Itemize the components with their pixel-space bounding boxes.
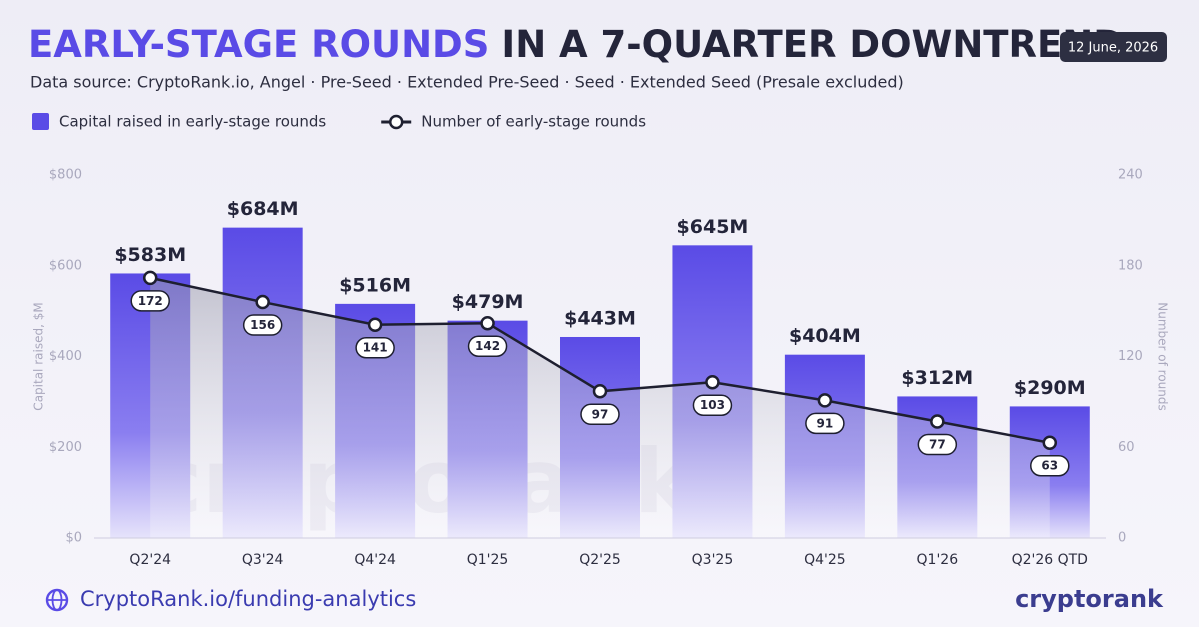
point-label-pill	[580, 403, 620, 426]
line-point	[705, 374, 720, 390]
y-tick-label: $800	[49, 168, 82, 183]
legend-label: Capital raised in early-stage rounds	[59, 113, 326, 131]
line-point	[367, 317, 383, 332]
line-point	[255, 294, 270, 310]
x-tick-label: Q1'25	[467, 552, 509, 568]
title-rest: IN A 7-QUARTER DOWNTREND	[501, 23, 1124, 66]
legend-marker	[388, 114, 404, 130]
chart-title: EARLY-STAGE ROUNDS IN A 7-QUARTER DOWNTRE…	[28, 23, 1124, 66]
y2-tick-label: 180	[1118, 258, 1143, 273]
y2-tick-label: 120	[1118, 349, 1143, 364]
point-label-pill	[242, 314, 283, 336]
title-highlight: EARLY-STAGE ROUNDS	[28, 23, 489, 66]
bar-value-label: $404M	[789, 325, 861, 347]
point-value-label: 156	[250, 318, 275, 332]
y2-tick-label: 240	[1118, 168, 1143, 183]
bar-value-label: $645M	[677, 216, 749, 238]
line-point	[142, 270, 158, 286]
point-value-label: 77	[929, 438, 946, 452]
subtitle: Data source: CryptoRank.io, Angel · Pre-…	[30, 73, 904, 92]
point-label-pill	[805, 412, 845, 435]
x-tick-label: Q3'24	[242, 552, 284, 568]
y-tick-label: $400	[49, 349, 82, 364]
point-value-label: 63	[1041, 459, 1058, 473]
brand-logo: cryptorank	[1015, 585, 1164, 613]
bar-value-label: $583M	[114, 244, 186, 266]
bar-value-label: $312M	[901, 367, 973, 389]
point-label-pill	[355, 336, 395, 359]
point-value-label: 141	[363, 341, 388, 355]
bar-value-label: $684M	[227, 198, 299, 220]
legend-label: Number of early-stage rounds	[421, 113, 646, 131]
date-badge	[1060, 32, 1167, 62]
bar-value-label: $479M	[452, 291, 524, 313]
point-label-pill	[130, 290, 170, 312]
bar-value-label: $290M	[1014, 377, 1086, 399]
line-point	[592, 384, 608, 399]
bar-value-label: $443M	[564, 307, 636, 329]
point-label-pill	[917, 433, 958, 456]
x-tick-label: Q3'25	[692, 552, 734, 568]
plot: $0 $200 $400 $600 $800 0 60 120 180 240 Capital ra…	[32, 168, 1170, 569]
y-axis-label: Capital raised, $M	[32, 302, 46, 410]
x-tick-label: Q2'25	[579, 552, 621, 568]
bar-value-label: $516M	[339, 274, 411, 296]
point-value-label: 97	[592, 407, 609, 421]
point-value-label: 142	[475, 339, 500, 353]
y-tick-label: $200	[49, 440, 82, 455]
line-point	[1042, 435, 1058, 450]
date: 12 June, 2026	[1068, 41, 1158, 56]
point-value-label: 172	[138, 294, 163, 308]
footer-link[interactable]: CryptoRank.io/funding-analytics	[80, 587, 416, 611]
line-point	[480, 315, 495, 331]
point-value-label: 103	[700, 398, 725, 412]
point-label-pill	[467, 335, 508, 357]
line-point	[930, 414, 945, 429]
legend-swatch	[32, 113, 49, 130]
y-tick-label: $0	[65, 531, 82, 546]
y2-tick-label: 0	[1118, 531, 1126, 546]
x-tick-label: Q4'24	[354, 552, 396, 568]
x-tick-label: Q1'26	[917, 552, 959, 568]
y2-tick-label: 60	[1118, 440, 1135, 455]
legend: Capital raised in early-stage rounds Numb…	[32, 113, 646, 131]
x-tick-label: Q2'26 QTD	[1012, 552, 1088, 568]
x-tick-label: Q4'25	[804, 552, 846, 568]
x-tick-label: Q2'24	[129, 552, 171, 568]
y2-axis-label: Number of rounds	[1156, 302, 1170, 411]
line-point	[817, 393, 833, 408]
point-label-pill	[1030, 454, 1070, 477]
point-label-pill	[692, 394, 733, 416]
point-value-label: 91	[817, 416, 834, 430]
y-tick-label: $600	[49, 258, 82, 273]
